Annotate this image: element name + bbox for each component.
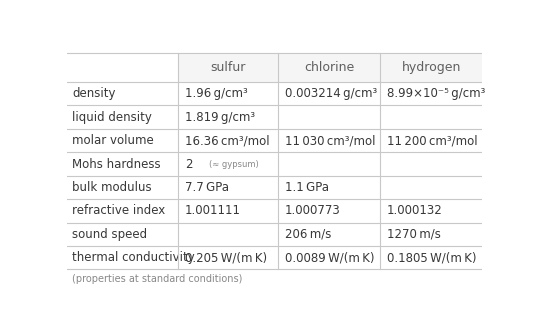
Bar [178,53,278,82]
Text: Mohs hardness: Mohs hardness [72,158,161,170]
Text: 0.205 W/(m K): 0.205 W/(m K) [185,251,267,264]
Text: sulfur: sulfur [211,61,246,74]
Text: 1.1 GPa: 1.1 GPa [285,181,329,194]
Text: 1.819 g/cm³: 1.819 g/cm³ [185,111,255,124]
Bar [278,53,380,82]
Text: thermal conductivity: thermal conductivity [72,251,195,264]
Text: refractive index: refractive index [72,204,165,217]
Text: 1.000773: 1.000773 [285,204,340,217]
Text: 0.1805 W/(m K): 0.1805 W/(m K) [387,251,477,264]
Text: 7.7 GPa: 7.7 GPa [185,181,229,194]
Text: 0.003214 g/cm³: 0.003214 g/cm³ [285,87,377,100]
Text: 1.000132: 1.000132 [387,204,443,217]
Text: (properties at standard conditions): (properties at standard conditions) [72,274,242,284]
Text: 11 200 cm³/mol: 11 200 cm³/mol [387,134,478,147]
Text: bulk modulus: bulk modulus [72,181,152,194]
Bar [380,53,482,82]
Text: 1.96 g/cm³: 1.96 g/cm³ [185,87,248,100]
Text: 206 m/s: 206 m/s [285,228,331,241]
Text: 1.001111: 1.001111 [185,204,241,217]
Text: (≈ gypsum): (≈ gypsum) [209,160,259,168]
Text: 8.99×10⁻⁵ g/cm³: 8.99×10⁻⁵ g/cm³ [387,87,485,100]
Text: 11 030 cm³/mol: 11 030 cm³/mol [285,134,375,147]
Text: 16.36 cm³/mol: 16.36 cm³/mol [185,134,270,147]
Text: 1270 m/s: 1270 m/s [387,228,441,241]
Text: 2: 2 [185,158,192,170]
Text: 0.0089 W/(m K): 0.0089 W/(m K) [285,251,374,264]
Text: chlorine: chlorine [304,61,354,74]
Text: sound speed: sound speed [72,228,147,241]
Text: hydrogen: hydrogen [401,61,461,74]
Text: liquid density: liquid density [72,111,152,124]
Text: molar volume: molar volume [72,134,154,147]
Text: density: density [72,87,115,100]
